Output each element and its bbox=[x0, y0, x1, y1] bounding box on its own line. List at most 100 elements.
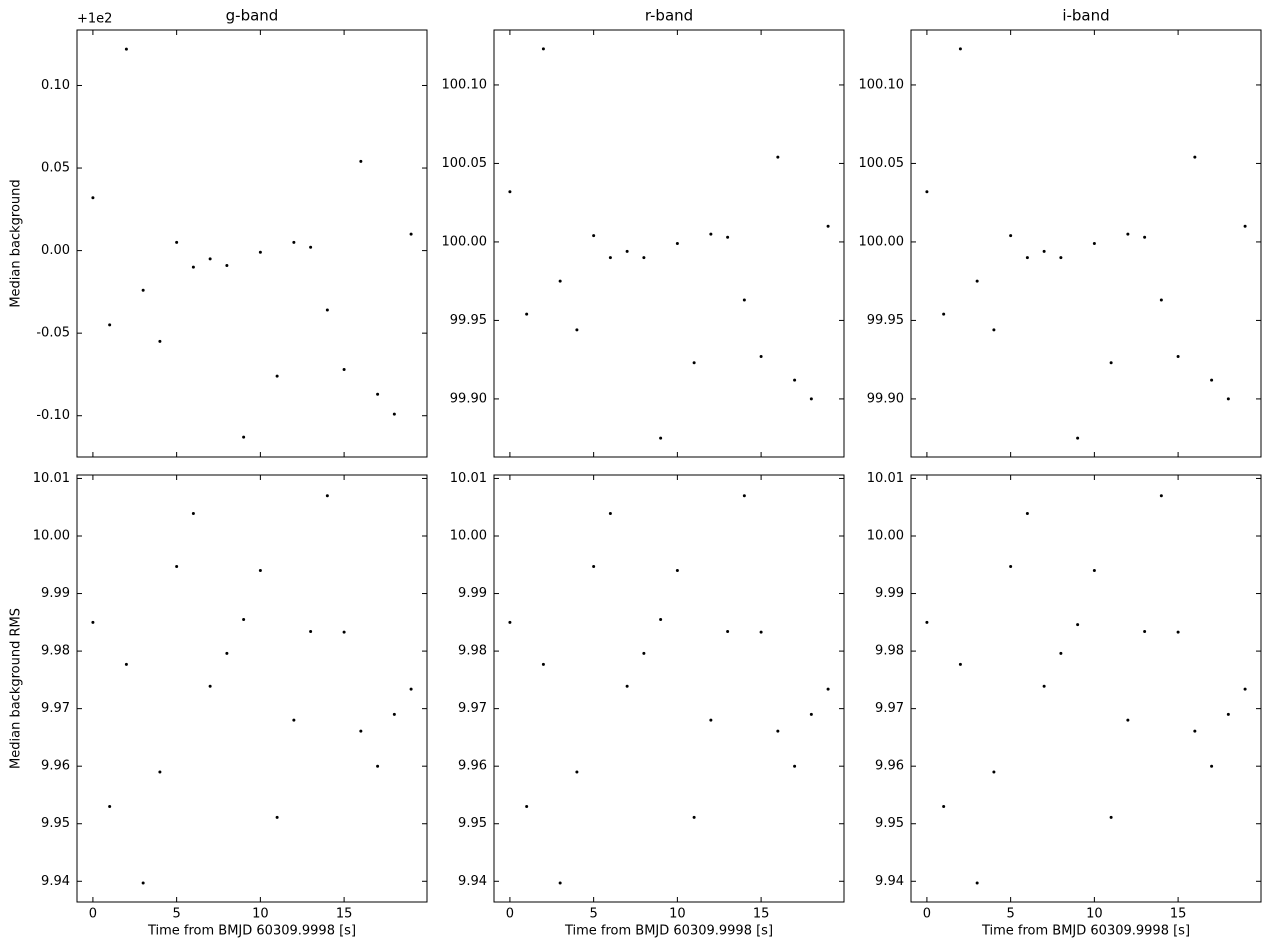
point bbox=[1126, 232, 1130, 236]
point bbox=[1193, 729, 1197, 733]
point bbox=[592, 565, 596, 568]
point bbox=[675, 569, 679, 573]
y-tick-label: 9.96 bbox=[458, 759, 487, 774]
point bbox=[1025, 512, 1029, 516]
y-tick-label: 9.94 bbox=[875, 874, 904, 889]
point bbox=[625, 684, 629, 688]
point bbox=[1226, 397, 1230, 401]
y-tick-label: 9.98 bbox=[41, 644, 70, 659]
y-tick-label: 9.95 bbox=[458, 816, 487, 831]
point bbox=[508, 620, 512, 624]
point bbox=[508, 190, 512, 194]
point bbox=[342, 367, 346, 371]
plot-frame bbox=[910, 29, 1262, 458]
panel-title: r-band bbox=[645, 7, 693, 25]
point bbox=[992, 770, 996, 774]
point bbox=[409, 232, 413, 236]
point bbox=[958, 662, 962, 666]
y-tick-label: 99.95 bbox=[867, 313, 904, 328]
x-tick-label: 15 bbox=[336, 907, 353, 922]
point bbox=[1059, 256, 1063, 260]
x-axis-label: Time from BMJD 60309.9998 [s] bbox=[147, 924, 356, 939]
point bbox=[525, 312, 529, 316]
point bbox=[709, 718, 713, 722]
point bbox=[793, 378, 797, 382]
x-tick-label: 5 bbox=[173, 907, 181, 922]
point bbox=[191, 265, 195, 269]
y-tick-label: 9.97 bbox=[458, 701, 487, 716]
point bbox=[1126, 718, 1130, 722]
point bbox=[108, 804, 112, 808]
y-tick-label: 100.10 bbox=[442, 77, 488, 92]
y-tick-label: 99.90 bbox=[867, 391, 904, 406]
point bbox=[1143, 630, 1147, 634]
point bbox=[1009, 234, 1013, 238]
y-tick-label: 9.94 bbox=[41, 874, 70, 889]
point bbox=[409, 687, 413, 691]
point bbox=[1176, 630, 1180, 634]
point bbox=[692, 361, 696, 365]
point bbox=[225, 263, 229, 267]
point bbox=[759, 355, 763, 359]
point bbox=[208, 684, 212, 688]
x-tick-label: 10 bbox=[669, 907, 686, 922]
point bbox=[158, 339, 162, 343]
point bbox=[91, 196, 95, 200]
y-tick-label: 100.00 bbox=[442, 234, 488, 249]
point bbox=[659, 436, 663, 440]
point bbox=[258, 250, 262, 254]
y-tick-label: 10.01 bbox=[867, 471, 904, 486]
x-tick-label: 10 bbox=[252, 907, 269, 922]
y-tick-label: 100.05 bbox=[442, 156, 488, 171]
point bbox=[225, 651, 229, 655]
y-tick-label: 99.90 bbox=[450, 391, 487, 406]
y-tick-label: 100.10 bbox=[859, 77, 905, 92]
x-tick-label: 15 bbox=[1170, 907, 1187, 922]
point bbox=[1042, 249, 1046, 253]
point bbox=[793, 764, 797, 768]
y-tick-label: 9.96 bbox=[875, 759, 904, 774]
point bbox=[925, 620, 929, 624]
plot-frame bbox=[910, 474, 1262, 903]
point bbox=[359, 729, 363, 733]
point bbox=[826, 687, 830, 691]
point bbox=[742, 298, 746, 302]
point bbox=[1210, 378, 1214, 382]
point bbox=[325, 308, 329, 312]
point bbox=[376, 764, 380, 768]
point bbox=[975, 881, 979, 885]
point bbox=[124, 662, 128, 666]
point bbox=[575, 770, 579, 774]
point bbox=[942, 312, 946, 316]
y-offset-text: +1e2 bbox=[77, 12, 112, 27]
plot-frame bbox=[76, 29, 428, 458]
point bbox=[1193, 155, 1197, 159]
x-axis-label: Time from BMJD 60309.9998 [s] bbox=[981, 924, 1190, 939]
point bbox=[1159, 494, 1163, 498]
point bbox=[709, 232, 713, 236]
point bbox=[258, 569, 262, 573]
point bbox=[392, 412, 396, 416]
point bbox=[558, 279, 562, 283]
y-tick-label: 9.95 bbox=[41, 816, 70, 831]
y-tick-label: 0.10 bbox=[41, 78, 70, 93]
point bbox=[1159, 298, 1163, 302]
y-tick-label: 10.01 bbox=[450, 471, 487, 486]
x-tick-label: 10 bbox=[1086, 907, 1103, 922]
y-tick-label: 9.97 bbox=[41, 701, 70, 716]
point bbox=[158, 770, 162, 774]
y-tick-label: 10.00 bbox=[450, 529, 487, 544]
point bbox=[1176, 355, 1180, 359]
panel-title: g-band bbox=[226, 7, 279, 25]
point bbox=[726, 630, 730, 634]
y-tick-label: 9.99 bbox=[41, 586, 70, 601]
y-tick-label: 100.00 bbox=[859, 234, 905, 249]
point bbox=[1109, 815, 1113, 819]
x-tick-label: 5 bbox=[590, 907, 598, 922]
y-tick-label: 9.99 bbox=[458, 586, 487, 601]
y-tick-label: 10.01 bbox=[33, 471, 70, 486]
point bbox=[726, 235, 730, 239]
x-tick-label: 0 bbox=[923, 907, 931, 922]
